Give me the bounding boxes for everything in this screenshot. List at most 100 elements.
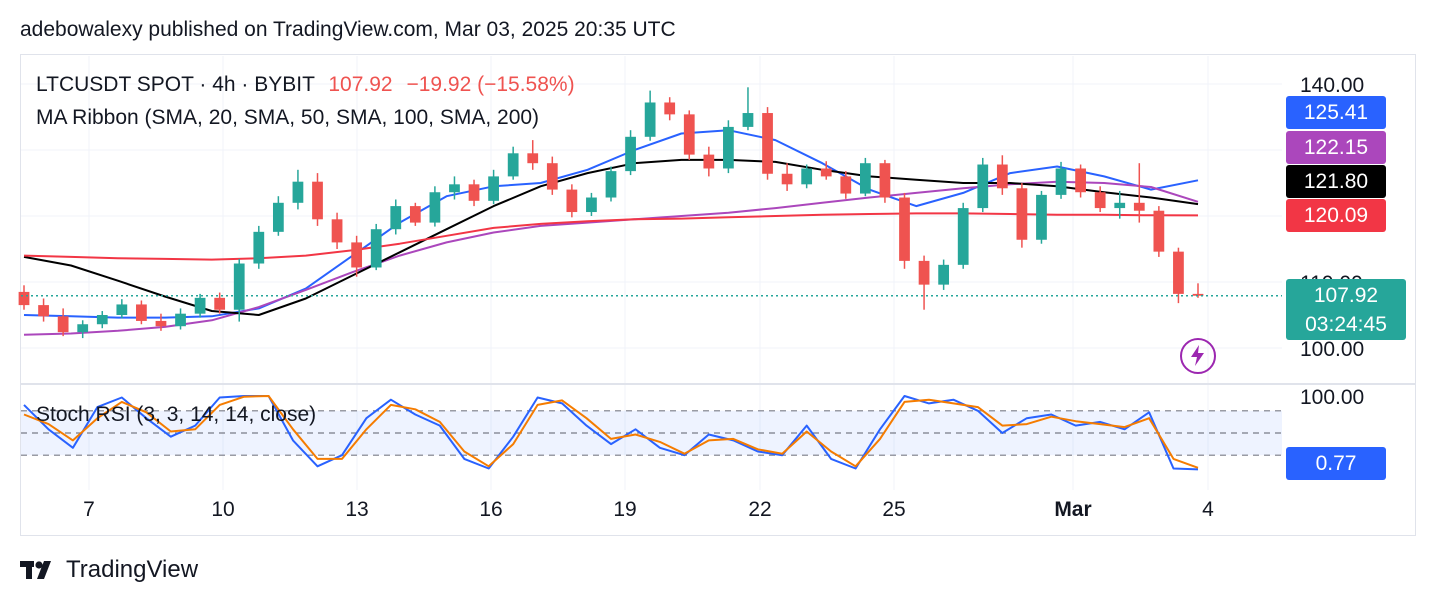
candle-body bbox=[1153, 210, 1165, 252]
time-tick-label: 13 bbox=[345, 498, 368, 521]
candle-body bbox=[683, 114, 695, 155]
candle-body bbox=[546, 163, 558, 190]
candle-body bbox=[331, 219, 343, 243]
candle-body bbox=[1055, 168, 1067, 195]
candle-body bbox=[370, 229, 382, 268]
candle-body bbox=[879, 163, 891, 198]
candle-body bbox=[272, 202, 284, 232]
time-tick-label: 4 bbox=[1202, 498, 1214, 521]
candle-body bbox=[507, 153, 519, 177]
candle-body bbox=[977, 164, 989, 209]
candle-body bbox=[96, 315, 108, 325]
candle-body bbox=[801, 168, 813, 185]
candle-body bbox=[18, 291, 30, 306]
candle-body bbox=[1094, 192, 1106, 209]
brand-name: TradingView bbox=[66, 556, 199, 583]
legend-change: −19.92 (−15.58%) bbox=[406, 73, 575, 96]
candle-body bbox=[820, 168, 832, 177]
stoch-value-tag: 0.77 bbox=[1286, 447, 1386, 480]
candle-body bbox=[625, 136, 636, 172]
axis-labels: 140.00110.00100.00100.007101316192225Mar… bbox=[83, 74, 1364, 521]
candle-body bbox=[644, 102, 656, 137]
candle-body bbox=[38, 305, 49, 317]
candle-body bbox=[175, 313, 186, 327]
candle-body bbox=[586, 197, 597, 213]
candle-body bbox=[1173, 251, 1184, 294]
candle-body bbox=[605, 171, 617, 198]
lightning-icon[interactable] bbox=[1180, 338, 1216, 374]
time-tick-label: 22 bbox=[748, 498, 771, 521]
time-tick-label: 16 bbox=[479, 498, 502, 521]
candle-body bbox=[1016, 188, 1028, 240]
time-tick-label: 25 bbox=[882, 498, 905, 521]
sma200-value-tag: 120.09 bbox=[1286, 199, 1386, 232]
sma50-value-tag: 122.15 bbox=[1286, 131, 1386, 164]
legend-ma-ribbon[interactable]: MA Ribbon (SMA, 20, SMA, 50, SMA, 100, S… bbox=[36, 106, 540, 129]
candle-body bbox=[233, 263, 245, 310]
candle-body bbox=[468, 184, 480, 201]
candle-body bbox=[938, 264, 950, 285]
last-price-tag: 107.92 03:24:45 bbox=[1286, 279, 1406, 340]
sma200-line bbox=[23, 212, 1199, 261]
candle-body bbox=[214, 297, 226, 310]
candle-body bbox=[1075, 168, 1086, 193]
candle-body bbox=[664, 102, 676, 115]
stoch-band-lines bbox=[21, 410, 1282, 456]
candle-body bbox=[899, 197, 910, 261]
time-tick-label: 10 bbox=[211, 498, 234, 521]
candle-body bbox=[527, 153, 539, 164]
candle-body bbox=[116, 304, 128, 315]
tradingview-brand[interactable]: TradingView bbox=[20, 556, 198, 584]
candle-body bbox=[1192, 293, 1204, 296]
candles bbox=[18, 87, 1204, 339]
candle-body bbox=[859, 163, 871, 194]
price-tick-label: 100.00 bbox=[1300, 338, 1364, 361]
legend-price: 107.92 bbox=[328, 73, 393, 96]
lightning-glyph bbox=[1191, 345, 1204, 366]
legend-symbol-row: LTCUSDT SPOT · 4h · BYBIT 107.92 −19.92 … bbox=[36, 73, 575, 97]
time-tick-label: 19 bbox=[613, 498, 636, 521]
candle-body bbox=[429, 192, 441, 223]
candle-body bbox=[742, 113, 754, 127]
stoch-rsi-lines bbox=[23, 395, 1199, 471]
time-tick-label: Mar bbox=[1054, 498, 1091, 521]
candle-body bbox=[762, 113, 773, 174]
candle-body bbox=[253, 231, 265, 264]
published-line: adebowalexy published on TradingView.com… bbox=[20, 18, 676, 41]
candle-body bbox=[409, 206, 421, 223]
candle-body bbox=[840, 176, 852, 194]
candle-body bbox=[351, 242, 363, 268]
candle-body bbox=[957, 208, 969, 265]
candle-body bbox=[1133, 202, 1145, 211]
candle-body bbox=[390, 206, 402, 230]
candle-body bbox=[918, 260, 930, 285]
candle-body bbox=[312, 181, 323, 220]
legend-symbol[interactable]: LTCUSDT SPOT · 4h · BYBIT bbox=[36, 73, 315, 96]
sma100-value-tag: 121.80 bbox=[1286, 165, 1386, 198]
tradingview-logo-icon bbox=[20, 561, 51, 579]
candle-body bbox=[155, 320, 167, 327]
candle-body bbox=[1114, 202, 1126, 209]
candle-body bbox=[194, 297, 206, 314]
sma20-value-tag: 125.41 bbox=[1286, 96, 1386, 129]
legend-stoch-rsi[interactable]: Stoch RSI (3, 3, 14, 14, close) bbox=[36, 403, 317, 426]
candle-body bbox=[57, 316, 69, 333]
candle-body bbox=[449, 184, 460, 193]
candle-body bbox=[996, 164, 1008, 189]
candle-body bbox=[1036, 194, 1047, 240]
last-price-value: 107.92 bbox=[1313, 284, 1379, 307]
price-tick-label: 140.00 bbox=[1300, 74, 1364, 97]
stoch-d-line bbox=[23, 395, 1199, 469]
candle-body bbox=[136, 304, 147, 321]
stoch-tick-label: 100.00 bbox=[1300, 386, 1364, 409]
candle-body bbox=[703, 154, 715, 169]
candle-body bbox=[292, 181, 304, 203]
candle-body bbox=[488, 176, 499, 201]
candle-body bbox=[781, 173, 793, 185]
candle-body bbox=[77, 324, 89, 333]
stoch-k-line bbox=[23, 395, 1199, 471]
bar-countdown: 03:24:45 bbox=[1305, 313, 1387, 336]
candle-body bbox=[566, 189, 578, 213]
candle-body bbox=[723, 126, 734, 169]
